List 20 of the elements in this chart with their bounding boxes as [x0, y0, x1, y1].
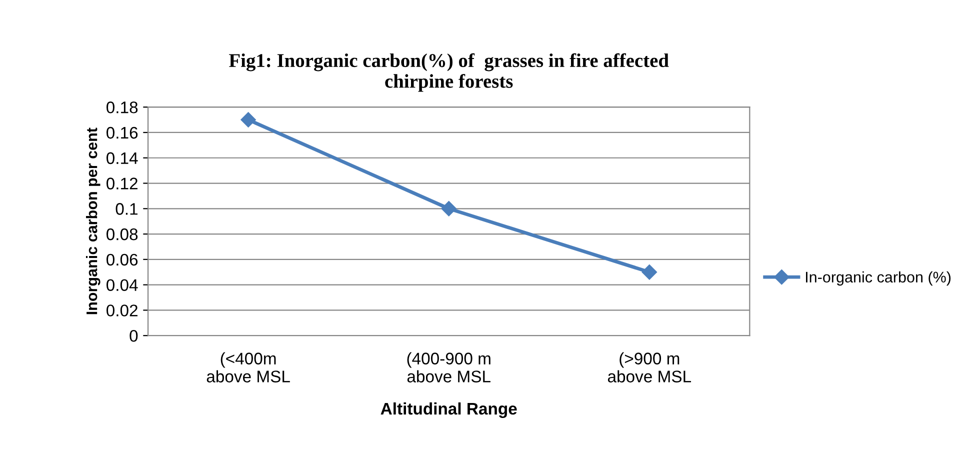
- y-tick-label: 0.08: [106, 228, 138, 240]
- y-tick-label: 0.18: [106, 102, 138, 114]
- y-axis-title: Inorganic carbon per cent: [86, 128, 100, 314]
- point: [441, 201, 456, 216]
- point: [642, 264, 657, 280]
- y-tick-label: 0.06: [106, 254, 138, 266]
- x-tick-label: (400-900 m above MSL: [407, 352, 490, 382]
- x-axis-title: Altitudinal Range: [380, 402, 517, 418]
- x-tick-label: (<400m above MSL: [206, 352, 290, 382]
- y-tick-label: 0.12: [106, 178, 138, 190]
- y-tick-label: 0.14: [106, 152, 138, 164]
- y-tick-label: 0.04: [106, 279, 138, 292]
- y-tick-label: 0.02: [106, 304, 138, 316]
- chart-title: Fig1: Inorganic carbon(%) of grasses in fire affected chirpine forests: [229, 53, 669, 92]
- y-tick-label: 0.16: [106, 126, 138, 139]
- y-tick-label: 0.1: [116, 203, 138, 215]
- point: [240, 112, 256, 128]
- x-tick-label: (>900 m above MSL: [608, 352, 692, 382]
- legend-label: In-organic carbon (%): [806, 271, 951, 286]
- y-tick-label: 0: [130, 330, 138, 342]
